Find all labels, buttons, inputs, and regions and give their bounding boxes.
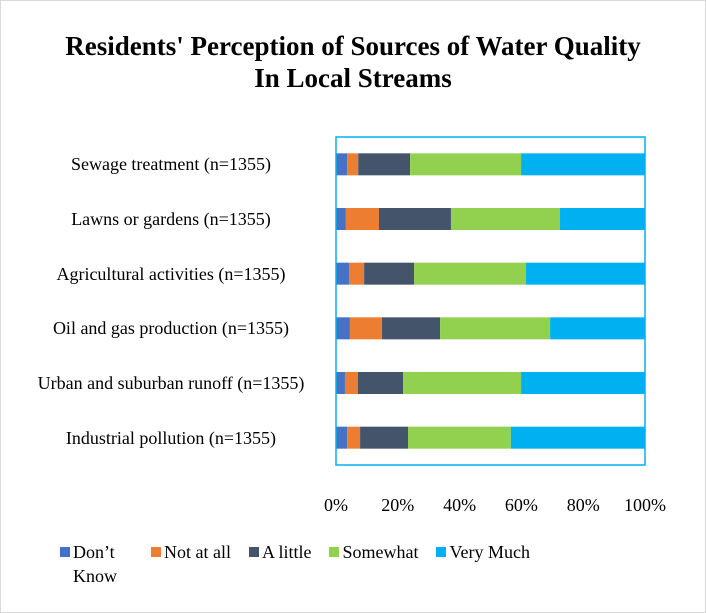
x-tick-label: 60%	[504, 495, 538, 515]
legend-swatch	[329, 547, 340, 557]
category-label: Oil and gas production (n=1355)	[52, 318, 290, 339]
x-tick-label: 40%	[443, 495, 477, 515]
legend-item: Not at all	[151, 540, 231, 588]
legend-label: Don’t Know	[73, 542, 117, 586]
legend: Don’t Know Not at all A little Somewhat Very…	[60, 540, 680, 588]
bar-segment	[336, 208, 346, 230]
bar-segment	[360, 426, 408, 449]
bar-segment	[358, 153, 411, 176]
x-tick-label: 0%	[324, 495, 348, 515]
legend-label: Very Much	[449, 542, 530, 562]
bar-segment	[357, 372, 404, 394]
chart-title: Residents' Perception of Sources of Wate…	[65, 31, 641, 93]
bar-segment	[345, 208, 379, 230]
legend-item: Very Much	[436, 540, 530, 588]
bar-segment	[521, 153, 645, 176]
bar-segment	[336, 317, 350, 340]
legend-item: Somewhat	[329, 540, 418, 588]
bar-segment	[378, 208, 451, 230]
bar-segment	[407, 426, 511, 449]
legend-label: A little	[261, 542, 312, 562]
bar-segment	[560, 208, 645, 230]
legend-label: Somewhat	[342, 542, 419, 562]
category-label: Sewage treatment (n=1355)	[70, 154, 272, 175]
category-label: Urban and suburban runoff (n=1355)	[37, 373, 305, 393]
bar-segment	[344, 372, 358, 394]
x-tick-label: 100%	[624, 495, 666, 515]
bar-segment	[410, 153, 522, 176]
bar-segment	[336, 262, 349, 285]
bar-segment	[403, 372, 522, 394]
plot-border	[335, 136, 646, 466]
legend-swatch	[248, 547, 259, 557]
bar-segment	[526, 262, 645, 285]
bar-segment	[414, 262, 527, 285]
bar-segment	[348, 262, 365, 285]
x-tick-label: 20%	[381, 495, 415, 515]
bar-segment	[336, 372, 345, 394]
bar-segment	[364, 262, 415, 285]
legend-swatch	[60, 547, 70, 557]
legend-swatch	[436, 547, 447, 557]
bar-segment	[347, 426, 361, 449]
bar-segment	[382, 317, 441, 340]
x-tick-label: 80%	[566, 495, 600, 515]
bar-segment	[349, 317, 383, 340]
category-label: Lawns or gardens (n=1355)	[71, 209, 271, 229]
legend-item: A little	[248, 540, 312, 588]
bar-segment	[510, 426, 645, 449]
legend-item: Don’t Know	[60, 540, 133, 588]
category-label: Industrial pollution (n=1355)	[65, 427, 277, 448]
bar-segment	[336, 426, 348, 449]
bar-segment	[347, 153, 359, 176]
category-label: Agricultural activities (n=1355)	[56, 263, 286, 284]
legend-label: Not at all	[164, 542, 231, 562]
bar-segment	[336, 153, 348, 176]
legend-swatch	[151, 547, 161, 557]
bar-segment	[550, 317, 645, 340]
bar-segment	[440, 317, 551, 340]
bar-segment	[450, 208, 561, 230]
bar-segment	[521, 372, 645, 394]
